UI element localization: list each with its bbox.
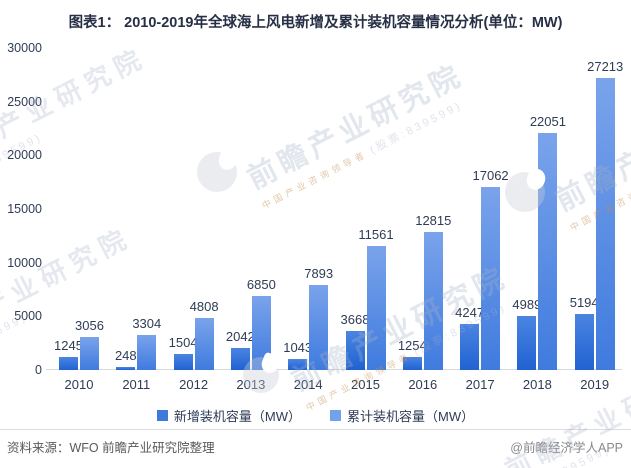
value-label: 17062 xyxy=(472,168,509,183)
x-tick-label: 2010 xyxy=(64,377,94,392)
footer-divider xyxy=(0,429,631,430)
bar-series2-2012 xyxy=(194,318,214,370)
x-tick-label: 2015 xyxy=(351,377,380,392)
bar-series1-2014 xyxy=(288,359,308,370)
y-tick-label: 5000 xyxy=(14,309,42,324)
x-tick-label: 2014 xyxy=(293,377,323,392)
bar-series1-2016 xyxy=(402,357,422,370)
value-label: 12815 xyxy=(415,213,452,228)
bar-series2-2018 xyxy=(538,133,558,370)
y-tick-label: 0 xyxy=(35,363,42,377)
value-label: 7893 xyxy=(304,266,334,281)
bar-series2-2017 xyxy=(481,187,501,370)
chart-title: 图表1： 2010-2019年全球海上风电新增及累计装机容量情况分析(单位：MW… xyxy=(68,15,563,31)
value-label: 1043 xyxy=(283,340,313,355)
value-label: 1245 xyxy=(54,338,83,353)
x-tick-label: 2016 xyxy=(408,377,438,392)
bar-series1-2015 xyxy=(345,331,365,370)
x-tick-label: 2011 xyxy=(122,377,151,392)
bar-series1-2018 xyxy=(517,316,537,370)
bar-series1-2019 xyxy=(574,314,594,370)
source-text: 资料来源：WFO 前瞻产业研究院整理 xyxy=(7,441,215,455)
bar-series1-2012 xyxy=(173,354,193,370)
x-tick-label: 2012 xyxy=(179,377,209,392)
footer: 资料来源：WFO 前瞻产业研究院整理 @前瞻经济学人APP xyxy=(7,437,623,456)
value-label: 248 xyxy=(114,348,137,363)
y-tick-label: 20000 xyxy=(7,148,42,163)
legend: 新增装机容量（MW） 累计装机容量（MW） xyxy=(0,406,631,425)
y-tick-label: 15000 xyxy=(7,202,42,216)
bar-series2-2019 xyxy=(595,78,615,370)
bar-series2-2015 xyxy=(366,246,386,370)
value-label: 1254 xyxy=(397,338,427,353)
value-label: 3668 xyxy=(340,312,370,327)
x-tick-label: 2013 xyxy=(236,377,266,392)
legend-item-series2[interactable]: 累计装机容量（MW） xyxy=(330,406,474,425)
value-label: 11561 xyxy=(358,227,394,242)
bar-series2-2013 xyxy=(251,296,271,370)
x-tick-label: 2019 xyxy=(580,377,610,392)
bar-series1-2017 xyxy=(460,324,480,370)
x-tick-label: 2017 xyxy=(465,377,495,392)
bar-series2-2011 xyxy=(137,335,157,370)
y-tick-label: 25000 xyxy=(7,94,42,109)
bar-series2-2010 xyxy=(80,337,99,370)
bar-series2-2014 xyxy=(309,285,329,370)
x-tick-label: 2018 xyxy=(522,377,552,392)
value-label: 27213 xyxy=(587,59,624,74)
value-label: 2042 xyxy=(225,329,255,344)
value-label: 1504 xyxy=(168,335,198,350)
bar-series2-2016 xyxy=(423,232,443,370)
value-label: 4808 xyxy=(189,299,219,314)
legend-label: 累计装机容量（MW） xyxy=(347,409,475,424)
value-label: 6850 xyxy=(246,277,276,292)
bar-series1-2013 xyxy=(230,348,250,370)
value-label: 5194 xyxy=(569,295,599,310)
legend-swatch-icon xyxy=(156,410,168,421)
legend-label: 新增装机容量（MW） xyxy=(173,409,301,424)
y-tick-label: 30000 xyxy=(7,41,42,55)
value-label: 3056 xyxy=(75,318,104,333)
credit-text: @前瞻经济学人APP xyxy=(510,441,623,455)
bar-series1-2010 xyxy=(59,357,78,370)
value-label: 4247 xyxy=(455,305,485,320)
value-label: 22051 xyxy=(529,114,566,129)
legend-item-series1[interactable]: 新增装机容量（MW） xyxy=(156,406,301,425)
x-axis-line xyxy=(46,369,622,370)
bar-series1-2011 xyxy=(116,367,136,370)
y-tick-label: 10000 xyxy=(7,255,42,270)
value-label: 4989 xyxy=(512,297,542,312)
legend-swatch-icon xyxy=(330,410,341,421)
value-label: 3304 xyxy=(132,316,162,331)
